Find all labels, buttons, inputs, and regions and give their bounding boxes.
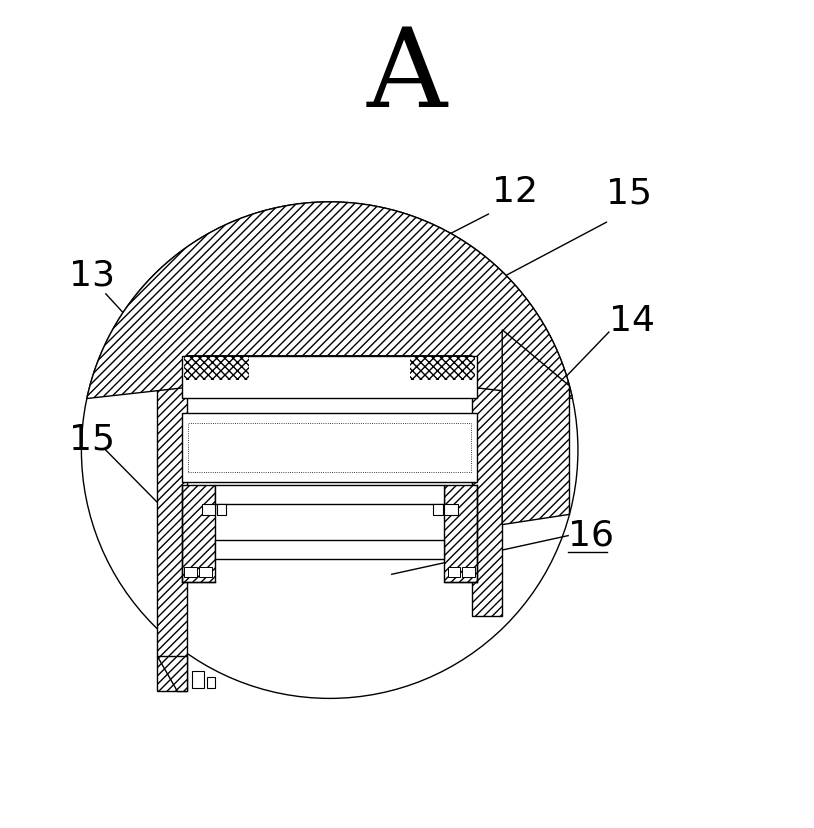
Bar (444, 504, 457, 515)
Bar (182, 356, 477, 398)
Bar (202, 504, 216, 515)
Bar (472, 310, 502, 617)
Bar (217, 504, 226, 515)
Text: 15: 15 (69, 422, 116, 456)
Bar (185, 358, 249, 381)
Bar (216, 485, 444, 504)
Text: 16: 16 (568, 518, 615, 552)
Bar (207, 677, 215, 689)
Bar (182, 413, 477, 483)
Text: A: A (367, 23, 447, 130)
Bar (157, 310, 187, 691)
Bar (410, 358, 475, 381)
Bar (444, 485, 477, 582)
Text: 15: 15 (606, 177, 653, 211)
Text: 13: 13 (69, 258, 116, 292)
Text: 12: 12 (492, 175, 539, 209)
Bar (448, 567, 460, 577)
Polygon shape (87, 203, 572, 399)
Bar (199, 567, 212, 577)
Bar (182, 485, 216, 582)
Bar (157, 310, 187, 691)
Polygon shape (502, 330, 570, 525)
Bar (216, 540, 444, 560)
Bar (192, 672, 204, 689)
Bar (462, 567, 475, 577)
Bar (472, 310, 502, 617)
Text: 14: 14 (609, 304, 655, 338)
Polygon shape (157, 657, 187, 691)
Bar (185, 358, 249, 381)
Bar (185, 567, 197, 577)
Bar (188, 423, 471, 473)
Bar (433, 504, 443, 515)
Bar (410, 358, 475, 381)
Bar (444, 485, 477, 582)
Bar (182, 485, 216, 582)
